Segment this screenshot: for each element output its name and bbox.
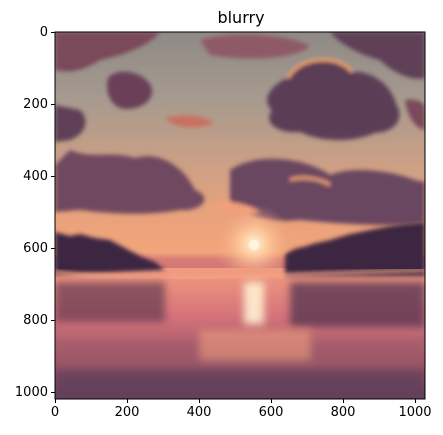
sunset-lake-image	[55, 32, 425, 399]
y-tick	[51, 248, 55, 249]
y-tick-label: 200	[23, 97, 48, 112]
y-tick	[51, 392, 55, 393]
y-tick-label: 800	[23, 313, 48, 328]
axes-frame	[54, 31, 426, 400]
plot-title: blurry	[217, 8, 265, 27]
x-tick-label: 1000	[398, 405, 432, 420]
x-tick	[199, 399, 200, 403]
y-tick-label: 400	[23, 169, 48, 184]
x-tick-label: 400	[186, 405, 212, 420]
y-tick-label: 600	[23, 241, 48, 256]
x-tick	[271, 399, 272, 403]
x-tick-label: 800	[330, 405, 356, 420]
x-tick	[343, 399, 344, 403]
y-tick-label: 0	[39, 25, 48, 40]
y-tick	[51, 320, 55, 321]
y-tick	[51, 104, 55, 105]
x-tick	[415, 399, 416, 403]
y-tick	[51, 32, 55, 33]
y-tick	[51, 176, 55, 177]
x-tick-label: 600	[258, 405, 284, 420]
y-tick-label: 1000	[14, 385, 48, 400]
x-tick-label: 200	[114, 405, 140, 420]
x-tick	[127, 399, 128, 403]
x-tick	[55, 399, 56, 403]
x-tick-label: 0	[50, 405, 60, 420]
